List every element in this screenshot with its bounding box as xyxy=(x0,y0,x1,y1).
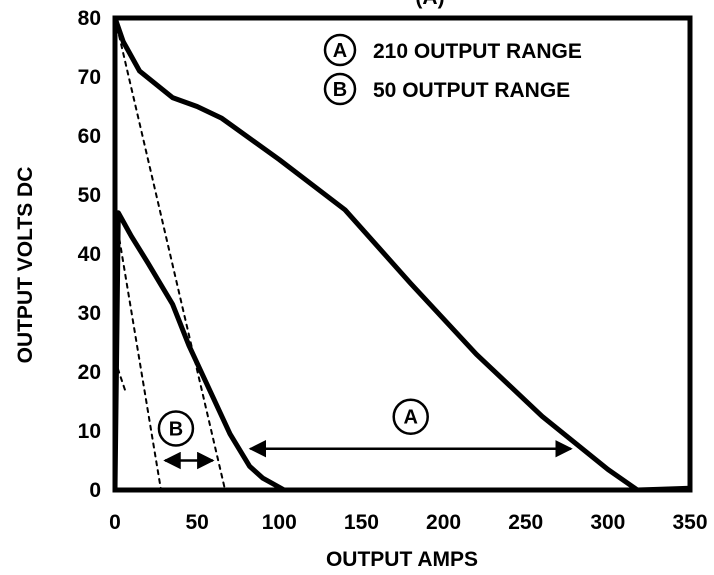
chart-title: (A) xyxy=(415,0,444,9)
legend-marker-circle xyxy=(323,33,357,67)
y-tick-label: 0 xyxy=(89,479,101,502)
x-tick-label: 200 xyxy=(426,511,461,534)
y-tick-label: 20 xyxy=(78,361,101,384)
x-tick-label: 250 xyxy=(508,511,543,534)
y-axis-title: OUTPUT VOLTS DC xyxy=(14,167,37,364)
x-tick-label: 300 xyxy=(590,511,625,534)
x-tick-label: 100 xyxy=(262,511,297,534)
plot-frame xyxy=(112,15,693,493)
x-tick-label: 350 xyxy=(672,511,707,534)
series-b-dotted-line xyxy=(114,211,162,491)
range-marker-letter: A xyxy=(403,407,417,429)
y-tick-label: 60 xyxy=(78,125,101,148)
x-tick-label: 0 xyxy=(109,511,121,534)
x-tick-label: 50 xyxy=(185,511,208,534)
legend-entry-label: 50 OUTPUT RANGE xyxy=(373,79,570,102)
series-a-line xyxy=(112,15,693,493)
series-a-dotted-line xyxy=(114,17,227,491)
y-tick-label: 30 xyxy=(78,302,101,325)
range-marker-letter: B xyxy=(169,419,183,441)
y-tick-label: 70 xyxy=(78,66,101,89)
y-tick-label: 50 xyxy=(78,184,101,207)
x-tick-label: 150 xyxy=(344,511,379,534)
y-tick-label: 80 xyxy=(78,7,101,30)
x-axis-title: OUTPUT AMPS xyxy=(326,548,478,571)
legend-entry-label: 210 OUTPUT RANGE xyxy=(373,40,582,63)
legend-marker-circle xyxy=(323,72,357,106)
y-tick-label: 10 xyxy=(78,420,101,443)
legend-marker-letter: A xyxy=(333,40,347,62)
y-tick-label: 40 xyxy=(78,243,101,266)
range-marker-circle xyxy=(157,410,195,447)
legend-marker-letter: B xyxy=(333,79,347,101)
series-b-line xyxy=(112,210,287,493)
range-marker-circle xyxy=(392,398,429,435)
